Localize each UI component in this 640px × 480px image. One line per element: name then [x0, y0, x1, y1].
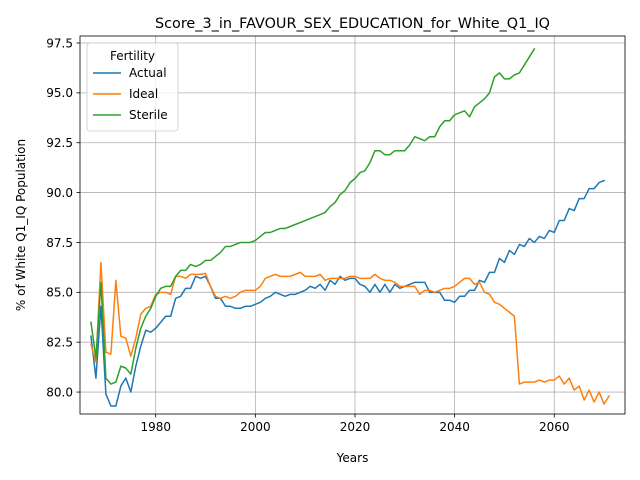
y-tick-label: 80.0: [46, 385, 73, 399]
legend-title: Fertility: [110, 49, 155, 63]
x-tick-label: 2060: [539, 420, 570, 434]
x-axis-label: Years: [336, 451, 369, 465]
series-line-sterile: [90, 47, 536, 385]
y-axis-label: % of White Q1_IQ Population: [14, 139, 28, 311]
y-tick-label: 97.5: [46, 36, 73, 50]
chart-title: Score_3_in_FAVOUR_SEX_EDUCATION_for_Whit…: [155, 16, 550, 32]
series-line-ideal: [90, 261, 611, 405]
y-tick-label: 90.0: [46, 186, 73, 200]
x-tick-label: 1980: [140, 420, 171, 434]
legend-entries: Actual Ideal Sterile: [93, 66, 168, 122]
legend-box: [86, 42, 179, 132]
y-tick-label: 85.0: [46, 286, 73, 300]
y-tick-label: 95.0: [46, 86, 73, 100]
y-tick-label: 87.5: [46, 236, 73, 250]
legend-label-actual: Actual: [129, 66, 167, 80]
y-tick-label: 92.5: [46, 136, 73, 150]
legend-label-sterile: Sterile: [129, 108, 168, 122]
x-axis-ticks: 1980 2000 2020 2040 2060: [140, 414, 570, 434]
plot-area-frame: [79, 35, 626, 415]
x-tick-label: 2040: [439, 420, 470, 434]
series-line-actual: [90, 179, 606, 407]
y-axis-ticks: 80.0 82.5 85.0 87.5 90.0 92.5 95.0 97.5: [46, 36, 80, 399]
legend: Fertility Actual Ideal Sterile: [86, 42, 179, 132]
series-lines: [90, 47, 611, 407]
y-tick-label: 82.5: [46, 335, 73, 349]
x-tick-label: 2000: [240, 420, 271, 434]
legend-label-ideal: Ideal: [129, 87, 158, 101]
x-tick-label: 2020: [340, 420, 371, 434]
